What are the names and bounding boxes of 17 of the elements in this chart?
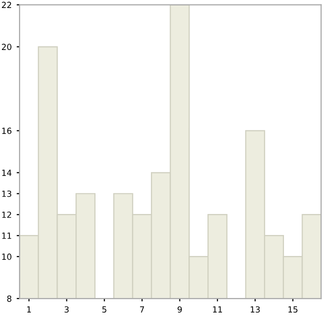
y-tick-label: 16 bbox=[2, 128, 12, 134]
y-tick-label: 20 bbox=[2, 44, 12, 50]
x-tick-label: 13 bbox=[250, 306, 260, 313]
y-tick-label: 8 bbox=[7, 296, 12, 302]
x-tick-label: 3 bbox=[64, 306, 69, 313]
y-tick-label: 11 bbox=[2, 232, 12, 239]
x-tick-label: 11 bbox=[213, 306, 222, 312]
x-tick-label: 9 bbox=[178, 306, 182, 313]
y-tick-label: 12 bbox=[2, 212, 12, 218]
y-tick-label: 14 bbox=[2, 170, 12, 176]
y-tick-label: 10 bbox=[2, 254, 12, 260]
y-tick-label: 13 bbox=[2, 190, 12, 197]
x-tick-label: 1 bbox=[27, 306, 31, 312]
y-tick-label: 22 bbox=[2, 2, 12, 8]
x-tick-label: 15 bbox=[288, 306, 298, 313]
x-tick-label: 7 bbox=[140, 306, 144, 312]
x-tick-label: 5 bbox=[102, 306, 106, 313]
